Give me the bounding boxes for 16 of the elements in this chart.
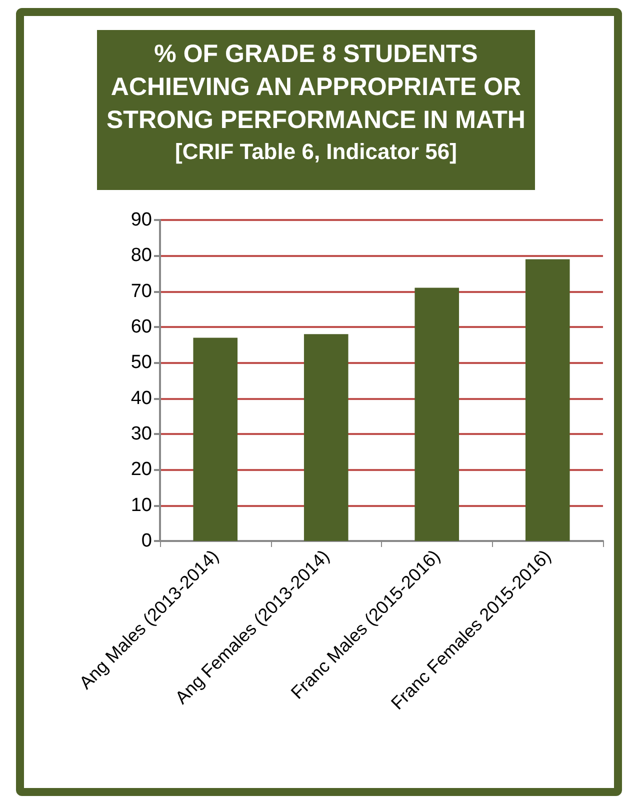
- y-tick-label: 10: [130, 494, 152, 516]
- bar: [193, 338, 238, 541]
- y-tick-label: 90: [130, 210, 152, 230]
- y-tick-label: 40: [130, 388, 152, 409]
- y-tick-label: 20: [130, 459, 152, 480]
- bar: [414, 288, 460, 541]
- y-tick-label: 70: [130, 280, 152, 302]
- bar: [304, 334, 348, 541]
- y-tick-label: 60: [130, 316, 152, 338]
- y-tick-label: 30: [130, 424, 152, 444]
- bar: [525, 259, 570, 541]
- y-tick-label: 50: [130, 352, 152, 374]
- chart-title: % OF GRADE 8 STUDENTS ACHIEVING AN APPROPRIATE OR STRONG PERFORMANCE IN MATH: [106, 39, 526, 136]
- y-tick-label: 80: [130, 245, 152, 266]
- chart-subtitle: [CRIF Table 6, Indicator 56]: [174, 138, 458, 166]
- y-tick-label: 0: [141, 530, 152, 552]
